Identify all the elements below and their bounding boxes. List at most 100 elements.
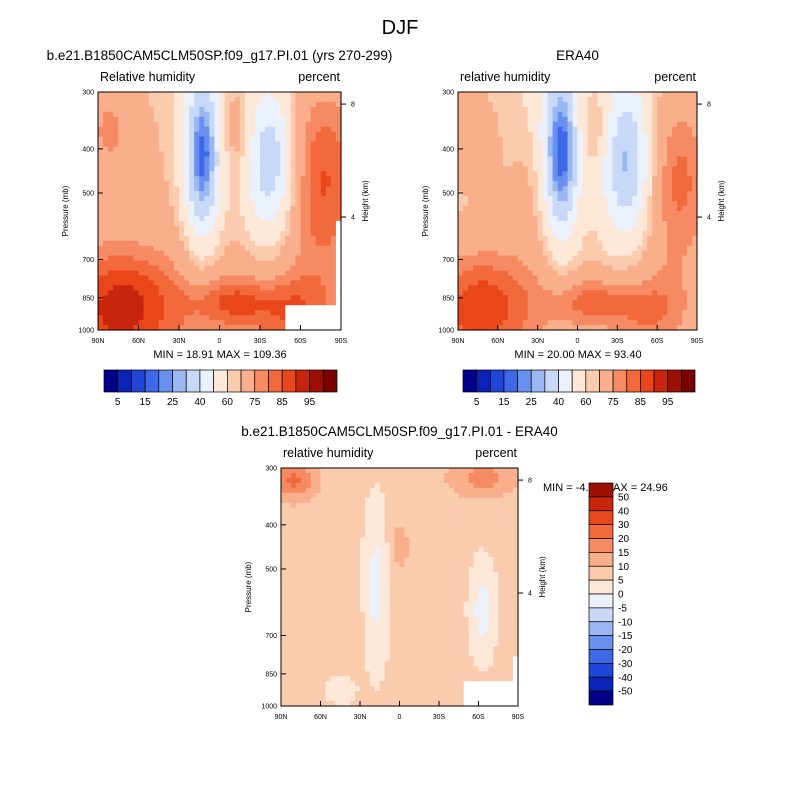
heatmap-cell — [682, 116, 688, 123]
heatmap-cell — [113, 230, 119, 237]
heatmap-cell — [582, 176, 589, 182]
heatmap-cell — [163, 240, 170, 247]
heatmap-cell — [652, 116, 658, 123]
heatmap-cell — [249, 211, 256, 217]
heatmap-cell — [179, 225, 185, 232]
heatmap-cell — [214, 265, 221, 272]
heatmap-cell — [315, 315, 322, 321]
heatmap-cell — [602, 285, 608, 291]
heatmap-cell — [270, 161, 276, 167]
heatmap-cell — [607, 320, 613, 326]
heatmap-cell — [572, 255, 579, 262]
heatmap-cell — [143, 111, 150, 118]
heatmap-cell — [602, 290, 608, 296]
heatmap-cell — [487, 305, 494, 311]
heatmap-cell — [482, 275, 489, 282]
heatmap-cell — [254, 131, 261, 138]
heatmap-cell — [462, 220, 469, 227]
heatmap-cell — [473, 487, 480, 494]
heatmap-cell — [512, 285, 519, 291]
heatmap-cell — [204, 325, 210, 331]
heatmap-cell — [254, 230, 261, 237]
heatmap-cell — [128, 240, 135, 247]
heatmap-cell — [677, 141, 683, 148]
heatmap-cell — [325, 310, 332, 316]
heatmap-cell — [189, 290, 195, 296]
heatmap-cell — [229, 111, 236, 118]
heatmap-cell — [497, 285, 504, 291]
heatmap-cell — [138, 225, 145, 232]
heatmap-cell — [153, 295, 160, 301]
heatmap-cell — [542, 240, 549, 247]
heatmap-cell — [224, 310, 231, 316]
heatmap-cell — [662, 181, 668, 187]
heatmap-cell — [522, 245, 529, 252]
colorbar-label: 15 — [498, 397, 510, 408]
heatmap-cell — [557, 151, 564, 158]
heatmap-cell — [168, 250, 175, 257]
heatmap-cell — [458, 96, 464, 103]
heatmap-cell — [652, 325, 658, 331]
heatmap-cell — [168, 191, 175, 197]
heatmap-cell — [194, 201, 200, 207]
heatmap-cell — [567, 285, 574, 291]
heatmap-cell — [143, 141, 150, 148]
heatmap-cell — [133, 111, 140, 118]
heatmap-cell — [270, 325, 276, 331]
heatmap-cell — [270, 96, 276, 103]
heatmap-cell — [315, 201, 322, 207]
heatmap-cell — [622, 121, 628, 128]
heatmap-cell — [108, 215, 114, 222]
heatmap-cell — [682, 290, 688, 296]
heatmap-cell — [148, 136, 155, 143]
heatmap-cell — [458, 275, 464, 282]
heatmap-cell — [204, 305, 210, 311]
heatmap-cell — [290, 265, 297, 272]
heatmap-cell — [667, 265, 673, 272]
heatmap-cell — [224, 300, 231, 306]
heatmap-cell — [637, 136, 643, 143]
heatmap-cell — [642, 295, 648, 301]
colorbar-box — [653, 369, 669, 393]
heatmap-cell — [330, 92, 337, 98]
heatmap-cell — [572, 285, 579, 291]
heatmap-cell — [567, 166, 574, 172]
heatmap-cell — [123, 166, 129, 172]
heatmap-cell — [512, 245, 519, 252]
heatmap-cell — [487, 171, 494, 177]
heatmap-cell — [477, 146, 484, 153]
heatmap-cell — [687, 235, 693, 242]
heatmap-cell — [672, 126, 678, 133]
heatmap-cell — [310, 468, 317, 474]
heatmap-cell — [320, 161, 327, 167]
heatmap-cell — [148, 166, 155, 172]
heatmap-cell — [285, 255, 291, 262]
heatmap-cell — [502, 300, 509, 306]
heatmap-cell — [552, 260, 559, 267]
heatmap-cell — [507, 116, 514, 123]
heatmap-cell — [503, 472, 509, 479]
heatmap-cell — [532, 265, 539, 272]
heatmap-cell — [340, 477, 346, 484]
heatmap-cell — [597, 245, 603, 252]
heatmap-cell — [502, 260, 509, 267]
heatmap-cell — [652, 215, 658, 222]
heatmap-cell — [467, 240, 474, 247]
heatmap-cell — [617, 295, 623, 301]
heatmap-cell — [108, 92, 114, 98]
heatmap-cell — [677, 290, 683, 296]
heatmap-cell — [335, 166, 342, 172]
heatmap-cell — [219, 285, 226, 291]
heatmap-cell — [692, 250, 698, 257]
heatmap-cell — [209, 131, 216, 138]
heatmap-cell — [138, 151, 145, 158]
heatmap-cell — [682, 196, 688, 202]
heatmap-cell — [335, 492, 341, 499]
heatmap-cell — [404, 487, 410, 494]
heatmap-cell — [128, 196, 135, 202]
heatmap-cell — [547, 201, 554, 207]
heatmap-cell — [587, 275, 594, 282]
heatmap-cell — [153, 186, 160, 192]
heatmap-cell — [692, 325, 698, 331]
heatmap-cell — [562, 325, 569, 331]
